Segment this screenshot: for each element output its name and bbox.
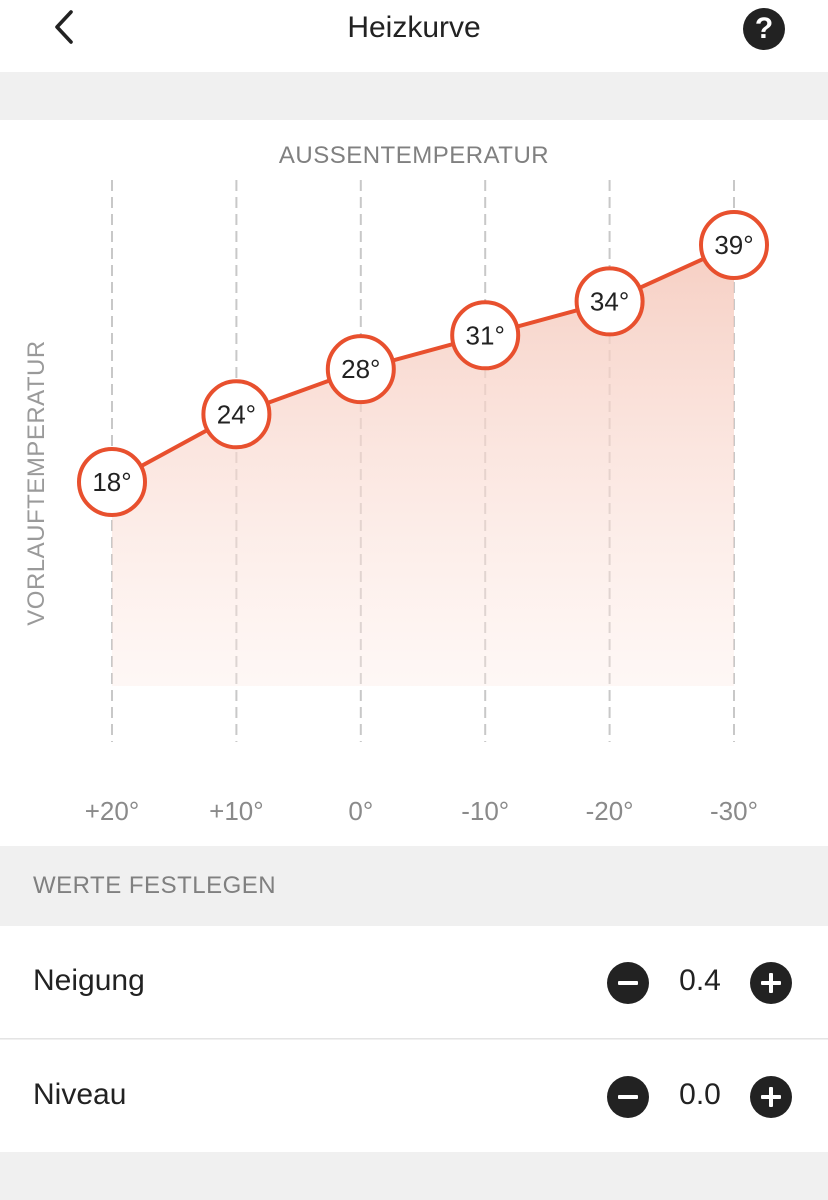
setting-row-niveau: Niveau 0.0 — [0, 1040, 828, 1152]
y-axis-title: VORLAUFTEMPERATUR — [23, 340, 50, 625]
data-points: 18° 24° 28° 31° 34° 39° — [77, 210, 769, 517]
data-label: 39° — [714, 230, 753, 260]
x-tick-label: -30° — [710, 796, 758, 826]
setting-label: Neigung — [33, 964, 145, 997]
x-axis-title: AUSSENTEMPERATUR — [279, 142, 549, 169]
data-label: 34° — [590, 286, 629, 316]
x-tick-label: -20° — [586, 796, 634, 826]
chevron-left-icon — [55, 10, 73, 44]
top-bar: Heizkurve ? — [0, 0, 828, 72]
area-fill-path — [112, 245, 734, 686]
setting-label: Niveau — [33, 1078, 127, 1111]
help-icon[interactable]: ? — [743, 8, 785, 50]
minus-icon — [618, 1095, 638, 1099]
data-point — [450, 300, 521, 371]
data-point — [699, 210, 769, 280]
spacer — [0, 72, 828, 120]
data-label: 31° — [466, 320, 505, 350]
decrease-neigung-button[interactable] — [607, 962, 649, 1004]
data-point — [574, 266, 645, 337]
x-tick-labels: +20° +10° 0° -10° -20° -30° — [85, 796, 758, 826]
setting-value: 0.4 — [679, 964, 721, 997]
data-label: 24° — [217, 399, 256, 429]
setting-row-neigung: Neigung 0.4 — [0, 926, 828, 1039]
area-fill — [112, 245, 734, 686]
data-point — [325, 334, 396, 405]
section-header: WERTE FESTLEGEN — [0, 846, 828, 926]
decrease-niveau-button[interactable] — [607, 1076, 649, 1118]
x-tick-label: 0° — [348, 796, 373, 826]
data-point — [77, 447, 147, 517]
increase-neigung-button[interactable] — [750, 962, 792, 1004]
page-title: Heizkurve — [347, 11, 481, 44]
setting-value: 0.0 — [679, 1078, 721, 1111]
data-label: 28° — [341, 354, 380, 384]
plus-icon — [769, 973, 773, 993]
chart-svg: AUSSENTEMPERATUR VORLAUFTEMPERATUR 18° 24… — [23, 142, 769, 826]
plus-icon — [769, 1087, 773, 1107]
minus-icon — [618, 981, 638, 985]
back-button[interactable] — [44, 8, 84, 48]
x-tick-label: +10° — [209, 796, 264, 826]
increase-niveau-button[interactable] — [750, 1076, 792, 1118]
x-tick-label: +20° — [85, 796, 140, 826]
heating-curve-chart: AUSSENTEMPERATUR VORLAUFTEMPERATUR 18° 24… — [0, 120, 828, 846]
spacer — [0, 1152, 828, 1200]
x-tick-label: -10° — [461, 796, 509, 826]
data-label: 18° — [92, 467, 131, 497]
data-point — [201, 379, 272, 450]
section-title: WERTE FESTLEGEN — [33, 872, 277, 899]
